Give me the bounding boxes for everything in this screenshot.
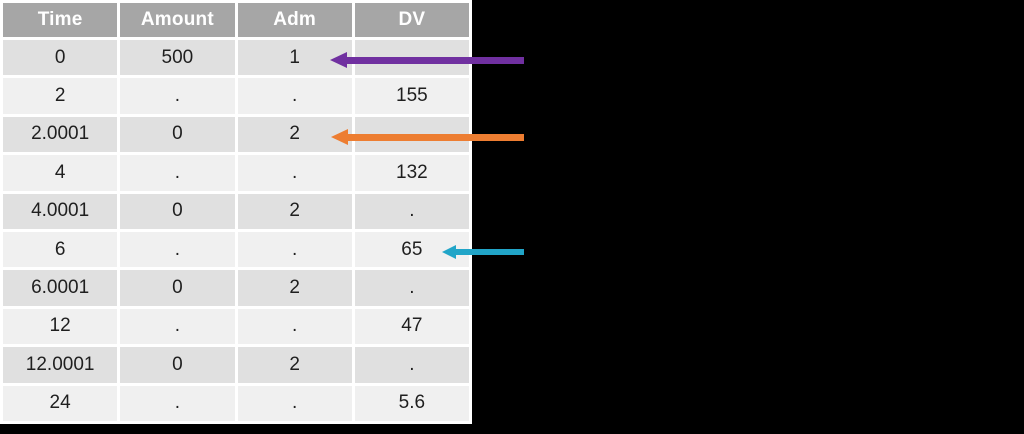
cell-adm: 2 (237, 193, 352, 229)
cell-adm: . (237, 308, 352, 345)
cell-amount: 0 (120, 270, 235, 306)
cell-amount: . (120, 385, 235, 421)
cell-adm: 1 (237, 40, 352, 76)
cell-time: 24 (3, 385, 118, 421)
column-header-adm: Adm (237, 3, 352, 37)
cell-adm: 2 (237, 116, 352, 153)
cell-adm: . (237, 155, 352, 191)
table-header-row: Time Amount Adm DV (3, 3, 469, 37)
dataset-table-panel: Time Amount Adm DV 0 500 1 . 2 . . 155 (0, 0, 472, 424)
cell-dv: 65 (354, 231, 469, 268)
table-row: 12 . . 47 (3, 308, 469, 345)
table-row: 6 . . 65 (3, 231, 469, 268)
table-row: 0 500 1 . (3, 40, 469, 76)
cell-time: 4.0001 (3, 193, 118, 229)
cell-dv: 47 (354, 308, 469, 345)
cell-time: 0 (3, 40, 118, 76)
cell-time: 6.0001 (3, 270, 118, 306)
cell-time: 4 (3, 155, 118, 191)
cell-adm: . (237, 78, 352, 114)
cell-time: 2.0001 (3, 116, 118, 153)
cell-amount: . (120, 231, 235, 268)
cell-time: 6 (3, 231, 118, 268)
cell-dv: . (354, 270, 469, 306)
cell-time: 12 (3, 308, 118, 345)
cell-adm: 2 (237, 270, 352, 306)
table-row: 4 . . 132 (3, 155, 469, 191)
cell-dv: 155 (354, 78, 469, 114)
cell-dv: . (354, 40, 469, 76)
column-header-time: Time (3, 3, 118, 37)
cell-amount: 0 (120, 347, 235, 383)
table-row: 12.0001 0 2 . (3, 347, 469, 383)
cell-amount: 0 (120, 116, 235, 153)
cell-amount: 0 (120, 193, 235, 229)
cell-amount: . (120, 155, 235, 191)
table-row: 2 . . 155 (3, 78, 469, 114)
cell-dv: 132 (354, 155, 469, 191)
cell-dv: . (354, 347, 469, 383)
cell-time: 2 (3, 78, 118, 114)
dataset-table: Time Amount Adm DV 0 500 1 . 2 . . 155 (0, 0, 472, 424)
cell-dv: . (354, 193, 469, 229)
table-row: 4.0001 0 2 . (3, 193, 469, 229)
cell-adm: 2 (237, 347, 352, 383)
cell-dv: 5.6 (354, 385, 469, 421)
table-row: 6.0001 0 2 . (3, 270, 469, 306)
column-header-dv: DV (354, 3, 469, 37)
cell-amount: . (120, 308, 235, 345)
cell-adm: . (237, 231, 352, 268)
table-header: Time Amount Adm DV (3, 3, 469, 37)
cell-adm: . (237, 385, 352, 421)
cell-time: 12.0001 (3, 347, 118, 383)
cell-amount: 500 (120, 40, 235, 76)
cell-dv: . (354, 116, 469, 153)
table-body: 0 500 1 . 2 . . 155 2.0001 0 2 . (3, 40, 469, 421)
cell-amount: . (120, 78, 235, 114)
table-row: 24 . . 5.6 (3, 385, 469, 421)
table-row: 2.0001 0 2 . (3, 116, 469, 153)
column-header-amount: Amount (120, 3, 235, 37)
